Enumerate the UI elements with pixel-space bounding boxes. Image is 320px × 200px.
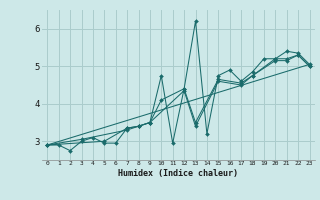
X-axis label: Humidex (Indice chaleur): Humidex (Indice chaleur) (118, 169, 238, 178)
